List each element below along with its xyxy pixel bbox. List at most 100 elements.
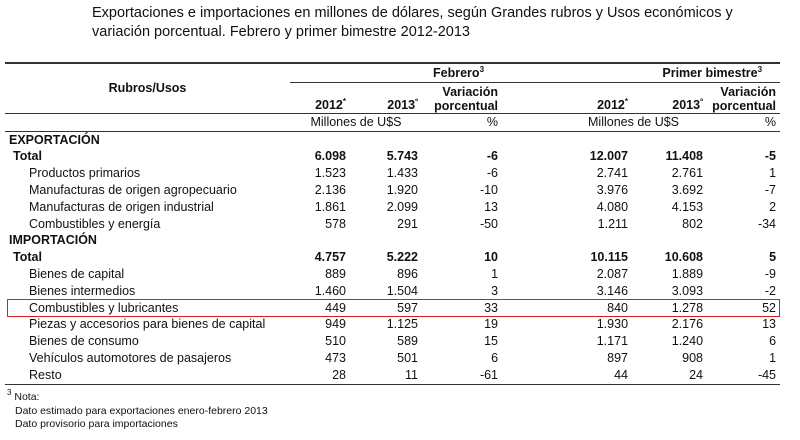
- data-row: Bienes de capital 889 896 1 2.087 1.889 -9: [5, 266, 780, 283]
- cell: 896: [397, 267, 418, 282]
- cell: 1.523: [314, 166, 346, 181]
- row-label: Manufacturas de origen industrial: [29, 199, 214, 214]
- unit-label: Millones de U$S: [502, 113, 708, 132]
- data-row: Combustibles y lubricantes 449 597 33 840 1.2…: [5, 300, 780, 317]
- cell: 449: [325, 300, 346, 315]
- row-label: Resto: [5, 366, 290, 385]
- cell: 501: [397, 351, 418, 366]
- title: Exportaciones e importaciones en millone…: [92, 5, 733, 40]
- col-label: Variación porcentual: [434, 85, 499, 113]
- total-row: Total 4.757 5.222 10 10.115 10.608 5: [5, 249, 780, 266]
- row-label: Vehículos automotores de pasajeros: [29, 351, 232, 366]
- note-marker: 3: [7, 388, 12, 397]
- cell: 11.408: [665, 149, 704, 164]
- data-row: Manufacturas de origen agropecuario 2.136…: [5, 182, 780, 199]
- cell: 1.240: [671, 334, 704, 349]
- col-label: 2012: [315, 98, 343, 112]
- cell: 1.504: [386, 283, 418, 298]
- note-marker: *: [342, 97, 346, 106]
- cell: 2.741: [596, 166, 629, 181]
- cell: 6.098: [314, 149, 346, 164]
- cell: 897: [607, 351, 629, 366]
- cell: 4.757: [314, 250, 346, 265]
- cell: 597: [397, 300, 418, 315]
- group-label: Primer bimestre: [662, 65, 758, 80]
- cell: 2.761: [671, 166, 704, 181]
- col-header: 2013º: [632, 83, 707, 114]
- cell: 15: [484, 334, 499, 349]
- cell: 802: [682, 216, 704, 231]
- notes: 3 Nota: Dato estimado para exportaciones…: [7, 388, 268, 432]
- cell: -9: [764, 267, 777, 282]
- col-header: Rubros/Usos: [5, 62, 290, 114]
- row-label: Combustibles y energía: [29, 216, 161, 231]
- col-header: 2012*: [290, 83, 350, 114]
- cell: -50: [479, 216, 499, 231]
- note-marker: 3: [479, 64, 485, 74]
- cell: 1.433: [386, 166, 418, 181]
- col-header: Variación porcentual: [422, 83, 502, 114]
- cell: -7: [764, 183, 777, 198]
- total-row: Total 6.098 5.743 -6 12.007 11.408 -5: [5, 149, 780, 166]
- data-row: Piezas y accesorios para bienes de capit…: [5, 317, 780, 334]
- cell: 1.861: [314, 199, 346, 214]
- cell: 1.930: [596, 317, 629, 332]
- cell: 908: [682, 351, 704, 366]
- cell: 1.920: [386, 183, 418, 198]
- row-label: Manufacturas de origen agropecuario: [29, 183, 237, 198]
- cell: -5: [764, 149, 777, 164]
- cell: 1.125: [386, 317, 418, 332]
- cell: 949: [325, 317, 346, 332]
- cell: 2: [769, 199, 777, 214]
- col-label: Variación porcentual: [712, 85, 777, 113]
- cell: 44: [502, 366, 633, 385]
- cell: 52: [762, 300, 777, 315]
- note-marker: º: [415, 97, 418, 106]
- cell: 5.743: [386, 149, 418, 164]
- row-label: Bienes de consumo: [29, 334, 139, 349]
- cell: 1.278: [671, 300, 704, 315]
- col-label: 2013: [672, 98, 701, 112]
- row-label: Total: [13, 250, 42, 265]
- cell: 28: [290, 366, 350, 385]
- cell: 10: [484, 250, 499, 265]
- section-row: IMPORTACIÓN: [5, 233, 780, 250]
- cell: 10.608: [664, 250, 704, 265]
- cell: 1.171: [596, 334, 629, 349]
- row-label: Piezas y accesorios para bienes de capit…: [29, 317, 266, 332]
- cell: -61: [422, 366, 503, 385]
- cell: -6: [486, 149, 499, 164]
- section-row: EXPORTACIÓN: [5, 131, 780, 148]
- data-row: Productos primarios 1.523 1.433 -6 2.741 2.76…: [5, 165, 780, 182]
- cell: 13: [762, 317, 777, 332]
- cell: 589: [397, 334, 418, 349]
- group-header: Febrero3: [290, 62, 503, 83]
- cell: 11: [350, 366, 422, 385]
- note-marker: º: [700, 97, 704, 106]
- data-row: Manufacturas de origen industrial 1.861 2.…: [5, 199, 780, 216]
- cell: 1: [769, 166, 777, 181]
- cell: 3.093: [671, 283, 704, 298]
- col-header: Variación porcentual: [707, 83, 780, 114]
- group-header: Primer bimestre3: [502, 62, 781, 83]
- cell: 24: [632, 366, 708, 385]
- cell: 1: [769, 351, 777, 366]
- cell: 6: [491, 351, 499, 366]
- cell: 473: [325, 351, 346, 366]
- cell: 1.211: [597, 216, 629, 231]
- cell: 19: [484, 317, 499, 332]
- cell: 2.087: [596, 267, 629, 282]
- unit-label: Millones de U$S: [290, 113, 422, 132]
- data-table: Rubros/Usos Febrero3 Primer bimestre3 20…: [5, 62, 781, 385]
- cell: 1: [491, 267, 499, 282]
- data-row: Combustibles y energía 578 291 -50 1.211 802 -…: [5, 216, 780, 233]
- cell: 33: [484, 300, 499, 315]
- section-title: IMPORTACIÓN: [9, 233, 97, 248]
- cell: -10: [479, 183, 499, 198]
- note-line: Dato provisorio para importaciones: [15, 418, 178, 430]
- cell: 3.692: [671, 183, 704, 198]
- section-title: EXPORTACIÓN: [9, 132, 100, 147]
- cell: 889: [325, 267, 346, 282]
- cell: 578: [325, 216, 346, 231]
